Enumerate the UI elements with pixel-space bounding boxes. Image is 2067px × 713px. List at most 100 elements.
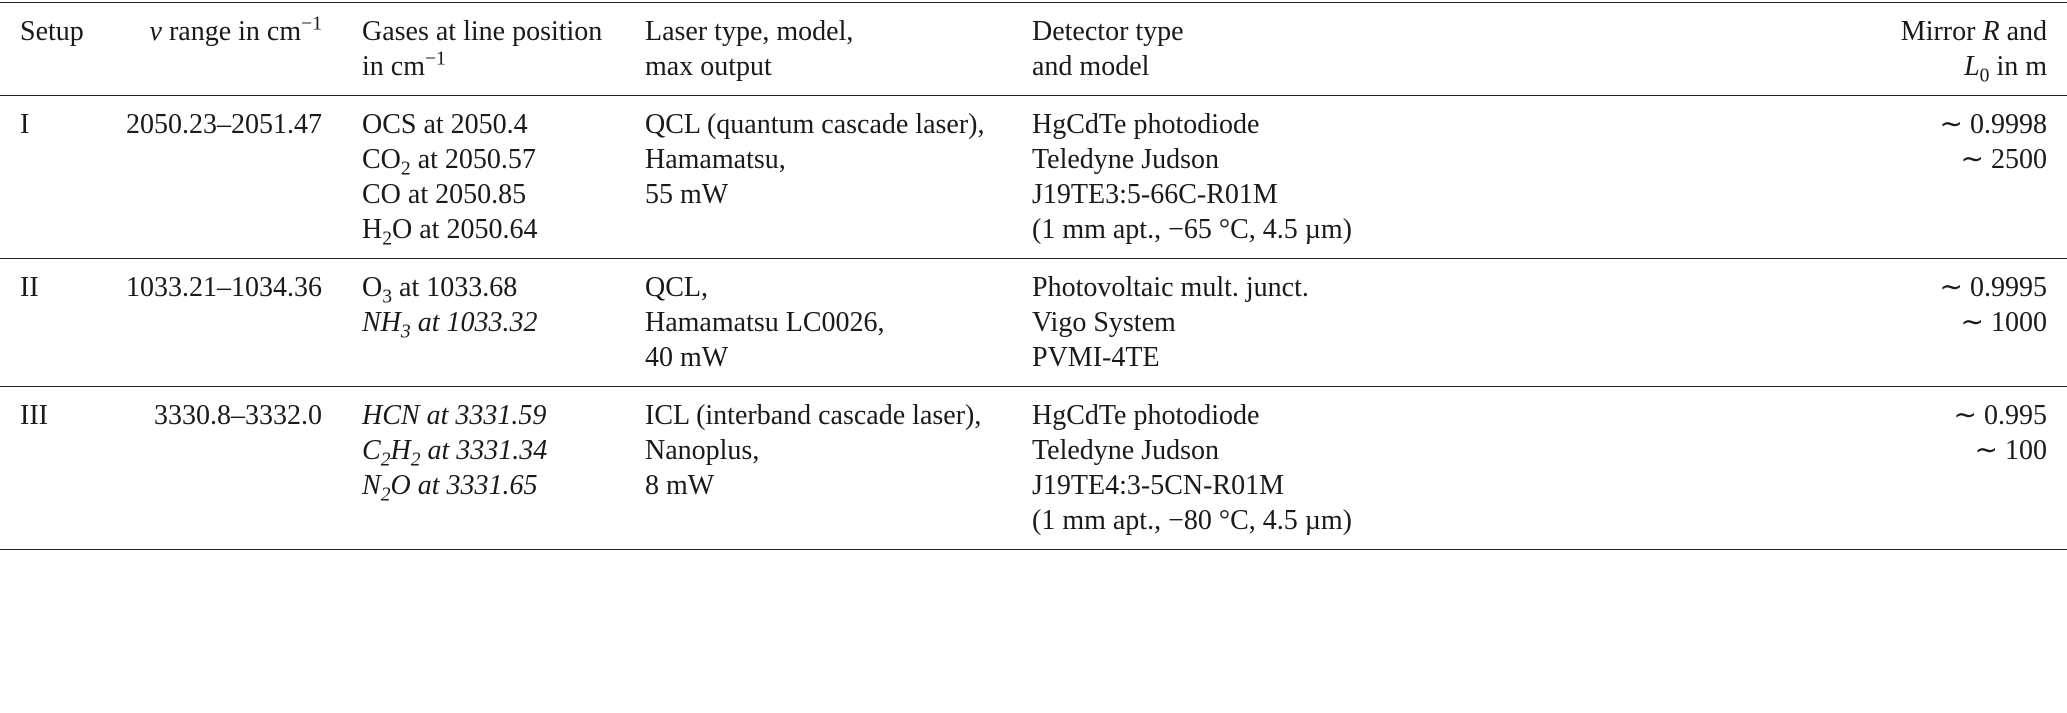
- text-run: 8 mW: [645, 470, 715, 501]
- cell-line: in cm−1: [362, 49, 625, 84]
- cell-line: ∼ 0.995: [1330, 398, 2047, 433]
- cell-line: and model: [1032, 49, 1330, 84]
- text-run: (1 mm apt., −65 °C, 4.5 µm): [1032, 214, 1352, 245]
- text-run: H: [390, 435, 411, 466]
- cell-line: J19TE4:3-5CN-R01M: [1032, 468, 1330, 503]
- cell-line: O3 at 1033.68: [362, 270, 625, 308]
- cell-line: Teledyne Judson: [1032, 142, 1330, 177]
- data-table: Setup ν range in cm−1 Gases at line positi…: [0, 2, 2067, 550]
- cell: QCL (quantum cascade laser), Hamamatsu, 55…: [625, 96, 1012, 259]
- text-run: Teledyne Judson: [1032, 144, 1220, 175]
- cell: III: [0, 387, 100, 550]
- header-cell: ν range in cm−1: [100, 3, 340, 96]
- text-run: ∼ 0.9998: [1939, 109, 2047, 140]
- text-run: ∼ 0.9995: [1939, 272, 2047, 303]
- cell-line: CO2 at 2050.57: [362, 142, 625, 179]
- text-run: NH: [362, 307, 401, 338]
- text-run: O at 2050.64: [392, 214, 538, 245]
- cell-line: I: [20, 107, 100, 142]
- cell-line: HgCdTe photodiode: [1032, 398, 1330, 433]
- cell-line: Mirror R and: [1330, 14, 2047, 49]
- text-run: Vigo System: [1032, 307, 1176, 338]
- text-run: C: [362, 435, 381, 466]
- text-run: J19TE4:3-5CN-R01M: [1032, 470, 1284, 501]
- subscript: 2: [380, 449, 391, 471]
- text-run: in m: [1989, 51, 2047, 82]
- cell-line: Hamamatsu LC0026,: [645, 305, 1012, 340]
- text-run: max output: [645, 51, 772, 82]
- cell-line: max output: [645, 49, 1012, 84]
- text-run: J19TE3:5-66C-R01M: [1032, 179, 1278, 210]
- text-run: 1033.21–1034.36: [126, 272, 322, 303]
- cell-line: Hamamatsu,: [645, 142, 1012, 177]
- cell: ICL (interband cascade laser), Nanoplus, 8…: [625, 387, 1012, 550]
- cell-line: HgCdTe photodiode: [1032, 107, 1330, 142]
- text-run: CO at 2050.85: [362, 179, 527, 210]
- text-run: Gases at line position: [362, 16, 603, 47]
- text-run: 2050.23–2051.47: [126, 109, 322, 140]
- cell-line: QCL,: [645, 270, 1012, 305]
- text-run: Setup: [20, 16, 84, 47]
- cell-line: Nanoplus,: [645, 433, 1012, 468]
- table-body: I 2050.23–2051.47 OCS at 2050.4 CO2 at 2050…: [0, 96, 2067, 550]
- subscript: 0: [1979, 65, 1990, 87]
- cell: ∼ 0.9995 ∼ 1000: [1330, 259, 2067, 387]
- cell-line: ICL (interband cascade laser),: [645, 398, 1012, 433]
- cell-line: J19TE3:5-66C-R01M: [1032, 177, 1330, 212]
- text-run: (1 mm apt., −80 °C, 4.5 µm): [1032, 505, 1352, 536]
- text-run: Hamamatsu LC0026,: [645, 307, 885, 338]
- cell: 1033.21–1034.36: [100, 259, 340, 387]
- cell-line: 1033.21–1034.36: [100, 270, 322, 305]
- cell: OCS at 2050.4 CO2 at 2050.57 CO at 2050.85…: [340, 96, 625, 259]
- cell-line: HCN at 3331.59: [362, 398, 625, 433]
- text-run: HgCdTe photodiode: [1032, 400, 1260, 431]
- text-run: QCL (quantum cascade laser),: [645, 109, 985, 140]
- text-run: II: [20, 272, 39, 303]
- text-run: Hamamatsu,: [645, 144, 786, 175]
- cell-line: Teledyne Judson: [1032, 433, 1330, 468]
- text-run: R: [1982, 16, 2000, 47]
- text-run: ∼ 1000: [1960, 307, 2047, 338]
- text-run: 40 mW: [645, 342, 729, 373]
- cell-line: N2O at 3331.65: [362, 468, 625, 505]
- text-run: H: [362, 214, 383, 245]
- text-run: Photovoltaic mult. junct.: [1032, 272, 1309, 303]
- cell-line: H2O at 2050.64: [362, 212, 625, 250]
- text-run: and: [1999, 16, 2047, 47]
- cell: HgCdTe photodiode Teledyne Judson J19TE4:3…: [1012, 387, 1352, 550]
- subscript: 2: [382, 228, 393, 250]
- cell-line: 8 mW: [645, 468, 1012, 503]
- subscript: 3: [382, 286, 393, 308]
- cell-line: L0 in m: [1330, 49, 2047, 87]
- cell-line: C2H2 at 3331.34: [362, 433, 625, 471]
- cell: 3330.8–3332.0: [100, 387, 340, 550]
- text-run: in cm: [362, 51, 425, 82]
- cell: I: [0, 96, 100, 259]
- table-header: Setup ν range in cm−1 Gases at line positi…: [0, 2, 2067, 96]
- text-run: N: [362, 470, 381, 501]
- cell-line: Gases at line position: [362, 14, 625, 49]
- text-run: I: [20, 109, 30, 140]
- text-run: ∼ 2500: [1960, 144, 2047, 175]
- cell-line: II: [20, 270, 100, 305]
- cell-line: Photovoltaic mult. junct.: [1032, 270, 1330, 305]
- cell-line: OCS at 2050.4: [362, 107, 625, 142]
- text-run: ∼ 100: [1974, 435, 2047, 466]
- cell: II: [0, 259, 100, 387]
- cell: ∼ 0.9998 ∼ 2500: [1330, 96, 2067, 259]
- cell-line: CO at 2050.85: [362, 177, 625, 212]
- header-cell: Setup: [0, 3, 100, 96]
- header-cell: Laser type, model, max output: [625, 3, 1012, 96]
- cell: 2050.23–2051.47: [100, 96, 340, 259]
- text-run: Nanoplus,: [645, 435, 760, 466]
- cell-line: NH3 at 1033.32: [362, 305, 625, 342]
- text-run: QCL,: [645, 272, 708, 303]
- cell: QCL, Hamamatsu LC0026, 40 mW: [625, 259, 1012, 387]
- table-row: I 2050.23–2051.47 OCS at 2050.4 CO2 at 2050…: [0, 96, 2067, 259]
- cell: O3 at 1033.68 NH3 at 1033.32: [340, 259, 625, 387]
- cell-line: ∼ 0.9998: [1330, 107, 2047, 142]
- cell: HgCdTe photodiode Teledyne Judson J19TE3:5…: [1012, 96, 1352, 259]
- text-run: ν: [149, 16, 162, 47]
- cell-line: Vigo System: [1032, 305, 1330, 340]
- cell-line: Setup: [20, 14, 100, 49]
